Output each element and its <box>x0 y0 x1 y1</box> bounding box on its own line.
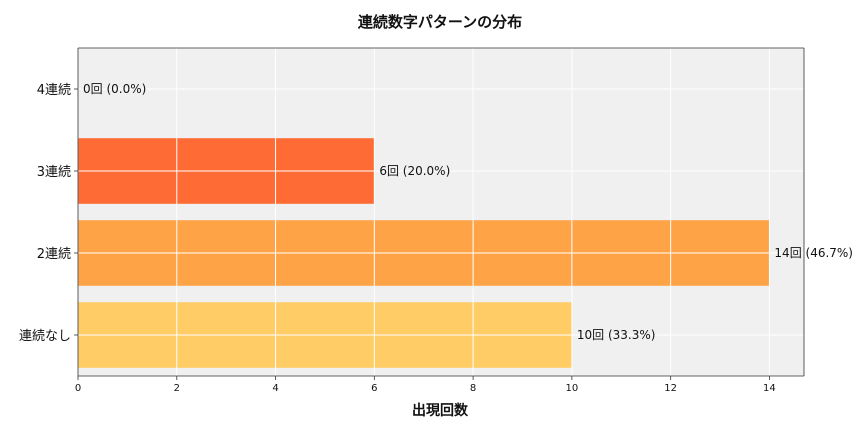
category-label: 4連続 <box>37 83 71 98</box>
x-tick-label: 12 <box>664 383 677 394</box>
category-label: 3連続 <box>37 165 71 180</box>
tick-layer: 0 2 4 6 8 10 12 14 <box>74 88 776 394</box>
x-tick-label: 4 <box>272 383 278 394</box>
data-label-layer: 0回 (0.0%) 6回 (20.0%) 14回 (46.7%) 10回 (33.3%… <box>83 82 853 342</box>
x-tick-label: 6 <box>371 383 377 394</box>
x-tick-label: 14 <box>763 383 776 394</box>
bar-data-label: 6回 (20.0%) <box>379 164 450 178</box>
bar-data-label: 14回 (46.7%) <box>774 246 853 260</box>
x-tick-label: 0 <box>75 383 81 394</box>
category-label: 連続なし <box>19 329 71 344</box>
x-tick-label: 10 <box>566 383 579 394</box>
x-axis-label: 出現回数 <box>412 402 469 419</box>
x-tick-label: 8 <box>470 383 476 394</box>
bar-data-label: 10回 (33.3%) <box>577 328 656 342</box>
chart-title: 連続数字パターンの分布 <box>358 13 522 31</box>
x-tick-label: 2 <box>174 383 180 394</box>
bar-data-label: 0回 (0.0%) <box>83 82 146 96</box>
category-label: 2連続 <box>37 247 71 262</box>
